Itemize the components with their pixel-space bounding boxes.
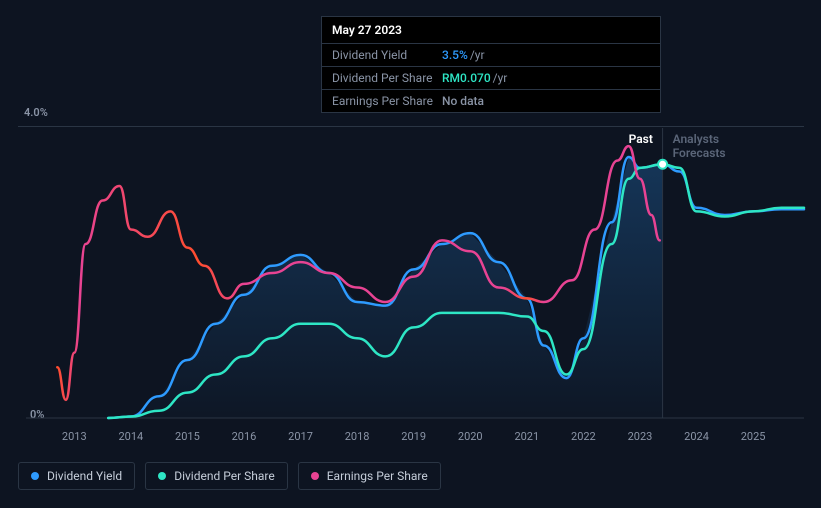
- chart-legend: Dividend Yield Dividend Per Share Earnings…: [18, 462, 441, 490]
- x-axis-year: 2014: [118, 430, 143, 443]
- past-area-fill: [108, 157, 662, 418]
- tooltip-row-label: Earnings Per Share: [332, 94, 442, 108]
- tooltip-row-label: Dividend Per Share: [332, 71, 442, 85]
- chart-container: 4.0% 0% Past Analysts Forecasts 20132014…: [18, 108, 804, 448]
- x-axis-year: 2025: [741, 430, 766, 443]
- legend-dot-icon: [31, 472, 39, 480]
- tooltip-row-value: 3.5%: [442, 48, 468, 62]
- x-axis-year: 2020: [458, 430, 483, 443]
- legend-dot-icon: [158, 472, 166, 480]
- cursor-marker: [658, 160, 667, 169]
- x-axis-year: 2018: [345, 430, 370, 443]
- x-axis-year: 2021: [514, 430, 539, 443]
- tooltip-row: Dividend Yield3.5% /yr: [322, 43, 660, 66]
- legend-item[interactable]: Earnings Per Share: [298, 462, 441, 490]
- tooltip-row-unit: /yr: [493, 71, 508, 85]
- tooltip-row-value: RM0.070: [442, 71, 491, 85]
- x-axis-labels: 2013 2014 2015 2016 2017 2018 2019 2020 2021 2022…: [18, 430, 804, 446]
- chart-tooltip: May 27 2023 Dividend Yield3.5% /yrDivide…: [321, 16, 661, 113]
- chart-svg[interactable]: [18, 108, 804, 418]
- tooltip-row-value: No data: [442, 94, 484, 108]
- tooltip-row-label: Dividend Yield: [332, 48, 442, 62]
- legend-item[interactable]: Dividend Per Share: [145, 462, 288, 490]
- x-axis-year: 2024: [684, 430, 709, 443]
- x-axis-year: 2013: [62, 430, 87, 443]
- x-axis-year: 2016: [232, 430, 257, 443]
- tooltip-row-unit: /yr: [470, 48, 485, 62]
- tooltip-row: Dividend Per ShareRM0.070 /yr: [322, 66, 660, 89]
- legend-dot-icon: [311, 472, 319, 480]
- x-axis-year: 2023: [628, 430, 653, 443]
- x-axis-year: 2015: [175, 430, 200, 443]
- legend-item[interactable]: Dividend Yield: [18, 462, 135, 490]
- legend-label: Earnings Per Share: [327, 469, 428, 483]
- legend-label: Dividend Yield: [47, 469, 122, 483]
- x-axis-year: 2017: [288, 430, 313, 443]
- legend-label: Dividend Per Share: [174, 469, 275, 483]
- x-axis-year: 2019: [401, 430, 426, 443]
- x-axis-year: 2022: [571, 430, 596, 443]
- tooltip-row: Earnings Per ShareNo data: [322, 89, 660, 112]
- tooltip-rows: Dividend Yield3.5% /yrDividend Per Share…: [322, 43, 660, 112]
- tooltip-date: May 27 2023: [322, 17, 660, 43]
